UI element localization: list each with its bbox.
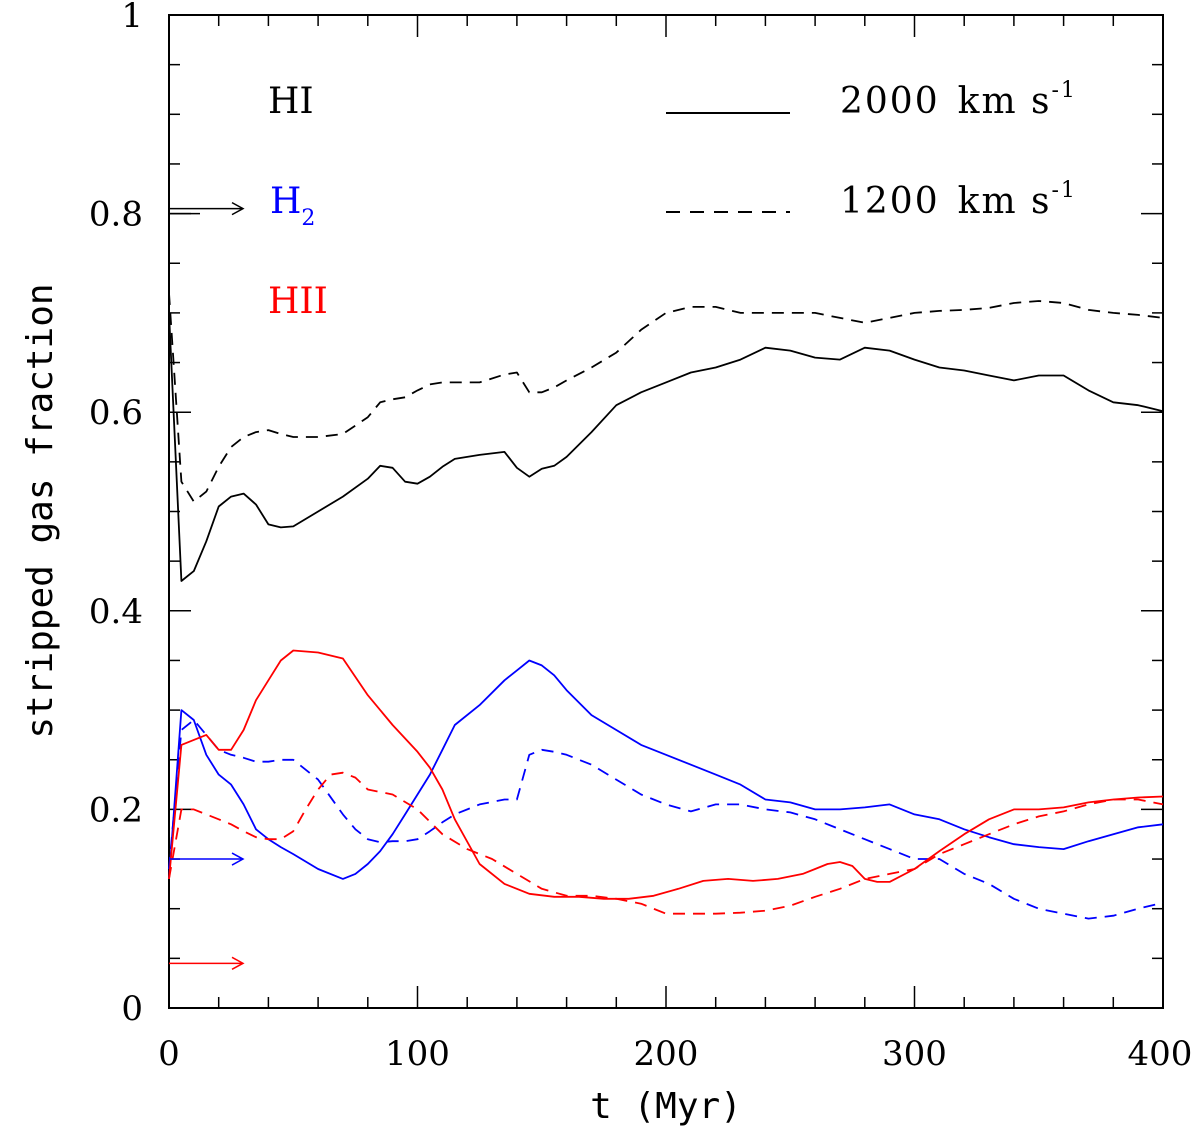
x-axis-title: t (Myr): [590, 1086, 742, 1127]
series-hii-solid: [168, 649, 1164, 900]
series-hii-dashed: [168, 771, 1164, 915]
style-legend: 2000 km s-1 1200 km s-1: [666, 78, 1077, 222]
series-h2-solid: [168, 659, 1164, 880]
species-legend: HI H2 HII: [268, 81, 328, 322]
legend-h2-label: H2: [270, 181, 315, 231]
arrow-h2: [169, 852, 245, 866]
y-tick-label: 0: [121, 989, 143, 1029]
arrow-hii: [169, 956, 245, 970]
x-tick-label: 200: [634, 1034, 699, 1074]
axis-ticks: [168, 14, 1164, 1009]
tick-labels: 0 0.2 0.4 0.6 0.8 1 0 100 200 300 400: [89, 0, 1193, 1074]
series-hi-dashed: [168, 292, 1164, 503]
series-hi-solid: [168, 312, 1164, 582]
series-h2-dashed: [168, 719, 1164, 920]
y-axis-title: stripped gas fraction: [20, 283, 61, 738]
y-tick-label: 1: [121, 0, 143, 36]
x-tick-label: 100: [385, 1034, 450, 1074]
initial-arrows: [169, 201, 245, 970]
legend-hii-label: HII: [268, 281, 328, 322]
y-tick-label: 0.2: [89, 790, 143, 830]
legend-solid-velocity: 2000 km s-1: [840, 78, 1077, 122]
arrow-hi: [169, 201, 245, 216]
x-tick-label: 400: [1128, 1034, 1193, 1074]
y-tick-label: 0.6: [89, 393, 143, 433]
y-tick-label: 0.8: [89, 195, 143, 235]
x-tick-label: 0: [158, 1034, 180, 1074]
x-tick-label: 300: [882, 1034, 947, 1074]
legend-dashed-velocity: 1200 km s-1: [840, 178, 1077, 222]
y-tick-label: 0.4: [89, 592, 143, 632]
series-layer: [168, 292, 1164, 920]
legend-hi-label: HI: [268, 81, 314, 122]
